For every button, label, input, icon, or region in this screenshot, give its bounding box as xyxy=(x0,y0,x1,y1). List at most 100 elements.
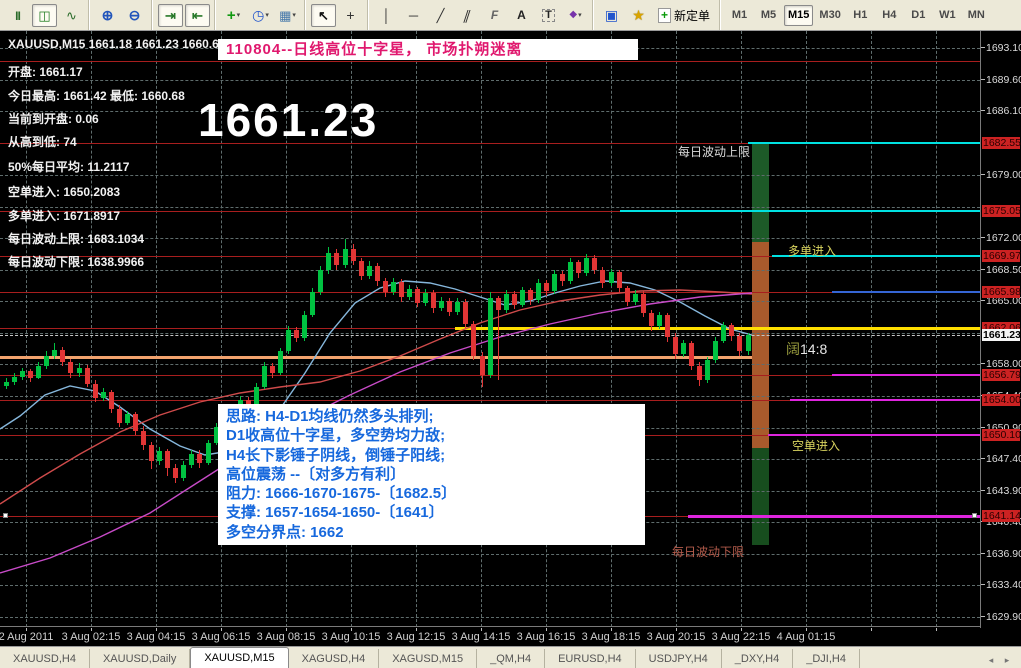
tab-xauusd-m15[interactable]: XAUUSD,M15 xyxy=(190,647,289,668)
candle-body xyxy=(745,335,751,351)
timeframe-m5-button[interactable]: M5 xyxy=(760,9,777,21)
candle-body xyxy=(390,282,396,292)
long-entry-tag: 多单进入 xyxy=(788,244,837,258)
time-tick-label: 3 Aug 06:15 xyxy=(191,631,251,643)
tab-xagusd-h4[interactable]: XAGUSD,H4 xyxy=(289,649,380,668)
candle-body xyxy=(149,445,155,461)
time-tick-label: 3 Aug 20:15 xyxy=(646,631,706,643)
crosshair-button[interactable]: + xyxy=(338,4,363,27)
candle-body xyxy=(423,293,429,303)
time-tick-mark xyxy=(416,628,417,631)
price-tick-label: 1693.10 xyxy=(981,42,1021,54)
info-line: 开盘: 1661.17 xyxy=(8,65,83,79)
line-selection-handle[interactable] xyxy=(3,513,8,518)
candle-body xyxy=(415,289,421,303)
candle-body xyxy=(124,414,130,423)
crosshair-icon: + xyxy=(346,7,355,23)
price-tick-label: 1686.10 xyxy=(981,105,1021,117)
candle-body xyxy=(382,281,388,292)
periods-button[interactable]: ◷ ▾ xyxy=(248,4,273,27)
arrows-button[interactable]: ◆ ▾ xyxy=(563,4,588,27)
cursor-button[interactable]: ↖ xyxy=(311,3,336,27)
analysis-banner: 110804--日线高位十字星， 市场扑朔迷离 xyxy=(218,39,638,60)
text-label-button[interactable]: T xyxy=(536,4,561,27)
note-line: H4长下影锤子阴线，倒锤子阳线; xyxy=(226,446,446,464)
time-tick-label: 3 Aug 16:15 xyxy=(516,631,576,643)
candle-body xyxy=(269,366,275,373)
tab-eurusd-h4[interactable]: EURUSD,H4 xyxy=(545,649,636,668)
tab-scroll-right-button[interactable]: ▸ xyxy=(1004,654,1010,665)
candle-body xyxy=(205,443,211,463)
timeframe-m1-button[interactable]: M1 xyxy=(731,9,748,21)
candle-body xyxy=(334,253,340,265)
timeframe-m30-button[interactable]: M30 xyxy=(819,9,841,21)
bar-chart-button[interactable]: ||| xyxy=(5,4,30,27)
favorites-button[interactable]: ★ xyxy=(626,4,651,27)
tab--dxy-h4[interactable]: _DXY,H4 xyxy=(722,649,794,668)
text-button[interactable]: A xyxy=(509,4,534,27)
new-order-button[interactable]: + 新定单 xyxy=(653,4,715,27)
tab--qm-h4[interactable]: _QM,H4 xyxy=(477,649,546,668)
candle-body xyxy=(132,414,138,431)
chart-area[interactable]: 1693.10 1689.60 1686.10 1679.00 1672.00 1668.… xyxy=(0,31,1021,628)
toolbar: ||| ◫ ∿ ⊕ ⊖ ⇥ ⇤ + ▾ ◷ ▾ ▦ ▾ ↖ + │ ─ ╱ ∥ F A T ◆ ▾ ▣ ★ + 新定单 M1 M5 M15 M… xyxy=(0,0,1021,31)
level-price-label: 1669.97 xyxy=(982,250,1021,262)
time-tick-label: 4 Aug 01:15 xyxy=(776,631,836,643)
candle-body xyxy=(697,366,703,380)
level-line-red xyxy=(0,211,980,212)
note-line: 阻力: 1666-1670-1675-〔1682.5〕 xyxy=(226,485,457,503)
time-tick-mark xyxy=(676,628,677,631)
tab-scroll-left-button[interactable]: ◂ xyxy=(988,654,994,665)
time-tick-label: 3 Aug 10:15 xyxy=(321,631,381,643)
upper-band-tag: 每日波动上限 xyxy=(678,145,751,159)
candle-body xyxy=(624,288,630,302)
line-selection-handle[interactable] xyxy=(972,513,977,518)
candle-body xyxy=(261,366,267,387)
level-line-red xyxy=(0,400,980,401)
time-tick-mark xyxy=(806,628,807,631)
candle-body xyxy=(12,377,18,382)
ratio-value: 14:8 xyxy=(800,341,828,357)
tab-xauusd-daily[interactable]: XAUUSD,Daily xyxy=(90,649,191,668)
tab-xauusd-h4[interactable]: XAUUSD,H4 xyxy=(0,649,90,668)
candle-body xyxy=(511,294,517,305)
candle-body xyxy=(157,451,163,461)
time-tick-mark xyxy=(871,628,872,631)
auto-scroll-button[interactable]: ⇥ xyxy=(158,3,183,27)
toolbar-group-4: ↖ + xyxy=(305,0,368,30)
timeframe-m15-button[interactable]: M15 xyxy=(784,4,814,26)
candlestick-chart-button[interactable]: ◫ xyxy=(32,3,57,27)
level-price-label: 1641.14 xyxy=(982,510,1021,522)
candle-body xyxy=(92,384,98,398)
tab--dji-h4[interactable]: _DJI,H4 xyxy=(793,649,860,668)
indicators-icon: + xyxy=(226,6,236,24)
indicators-button[interactable]: + ▾ xyxy=(221,4,246,27)
level-line-colored xyxy=(772,255,980,257)
candle-body xyxy=(197,454,203,463)
new-window-button[interactable]: ▣ xyxy=(599,4,624,27)
level-line-colored xyxy=(455,327,980,330)
timeframe-d1-button[interactable]: D1 xyxy=(911,9,926,21)
chart-shift-button[interactable]: ⇤ xyxy=(185,3,210,27)
candle-body xyxy=(664,315,670,337)
templates-button[interactable]: ▦ ▾ xyxy=(275,4,300,27)
chevron-down-icon: ▾ xyxy=(236,12,241,19)
candle-body xyxy=(36,366,42,378)
info-line: 空单进入: 1650.2083 xyxy=(8,185,121,199)
fibonacci-button[interactable]: F xyxy=(482,4,507,27)
equidistant-channel-button[interactable]: ∥ xyxy=(455,4,480,27)
line-chart-button[interactable]: ∿ xyxy=(59,4,84,27)
tab-xagusd-m15[interactable]: XAGUSD,M15 xyxy=(379,649,478,668)
zoom-out-button[interactable]: ⊖ xyxy=(122,4,147,27)
trendline-button[interactable]: ╱ xyxy=(428,4,453,27)
vertical-line-button[interactable]: │ xyxy=(374,4,399,27)
timeframe-h4-button[interactable]: H4 xyxy=(882,9,897,21)
timeframe-mn-button[interactable]: MN xyxy=(967,9,985,21)
zoom-in-button[interactable]: ⊕ xyxy=(95,4,120,27)
tab-usdjpy-h4[interactable]: USDJPY,H4 xyxy=(636,649,722,668)
horizontal-line-button[interactable]: ─ xyxy=(401,4,426,27)
note-line: 高位震荡 --〔对多方有利〕 xyxy=(226,465,406,483)
timeframe-h1-button[interactable]: H1 xyxy=(853,9,868,21)
level-line-colored xyxy=(768,434,980,436)
timeframe-w1-button[interactable]: W1 xyxy=(939,9,956,21)
